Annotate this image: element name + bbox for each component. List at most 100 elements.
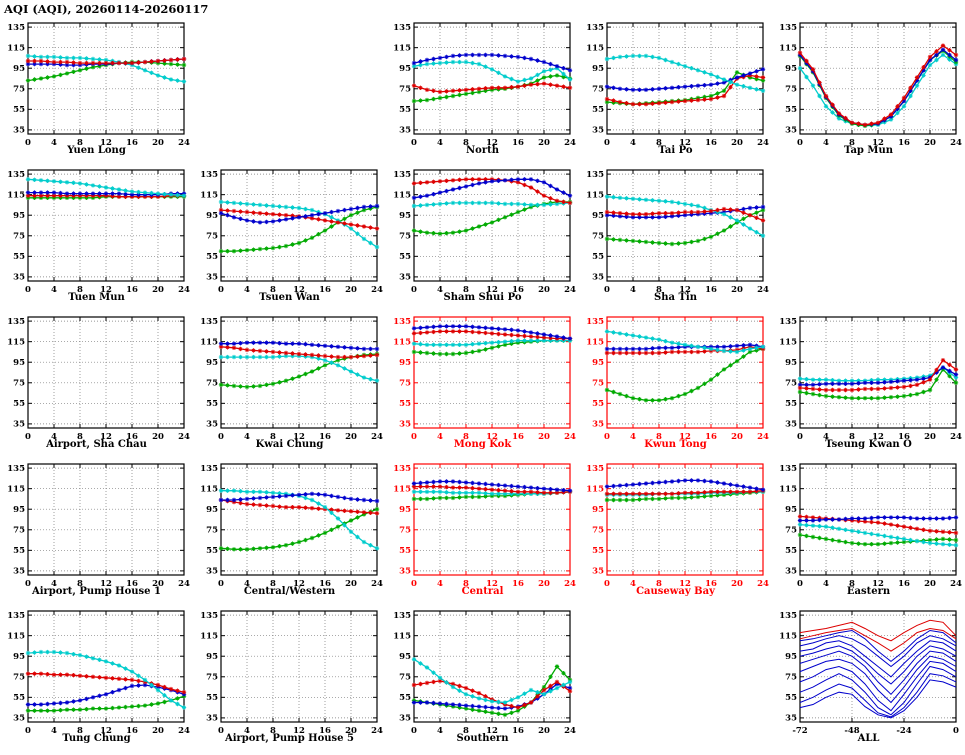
y-tick-label: 75 bbox=[399, 379, 411, 389]
x-tick-label: 16 bbox=[705, 285, 717, 295]
plot-frame bbox=[413, 610, 571, 723]
y-tick-label: 75 bbox=[13, 232, 25, 242]
x-tick-label: 24 bbox=[564, 726, 576, 736]
x-tick-label: 24 bbox=[178, 432, 190, 442]
x-tick-label: 8 bbox=[270, 579, 276, 589]
chart-cell-airport-sha-chau: 35 55 75 95 115 135 0 4 8 12 16 20 24 Airport, Sha Ch… bbox=[0, 312, 193, 459]
x-tick-label: 8 bbox=[270, 285, 276, 295]
y-tick-label: 75 bbox=[206, 526, 218, 536]
series-markers-green bbox=[218, 507, 380, 552]
y-tick-label: 55 bbox=[592, 399, 604, 409]
x-tick-label: 8 bbox=[849, 432, 855, 442]
x-tick-label: 4 bbox=[244, 579, 250, 589]
series-line-red bbox=[799, 627, 957, 652]
y-tick-label: 95 bbox=[13, 358, 25, 368]
series-markers-blue bbox=[797, 515, 959, 523]
plot-frame bbox=[413, 169, 571, 282]
plot-frame bbox=[606, 169, 764, 282]
x-tick-label: 16 bbox=[512, 285, 524, 295]
series-markers-cyan bbox=[604, 329, 766, 355]
chart-cell-tsuen-wan: 35 55 75 95 115 135 0 4 8 12 16 20 24 Tsuen Wan bbox=[193, 165, 386, 312]
x-tick-label: 16 bbox=[512, 138, 524, 148]
chart-cell-tung-chung: 35 55 75 95 115 135 0 4 8 12 16 20 24 Tung Chung bbox=[0, 606, 193, 753]
chart-title-tseung-kwan-o: Tseung Kwan O bbox=[825, 439, 912, 450]
y-tick-label: 75 bbox=[785, 526, 797, 536]
y-tick-label: 135 bbox=[586, 170, 604, 180]
y-tick-label: 135 bbox=[200, 170, 218, 180]
y-tick-label: 115 bbox=[7, 44, 25, 54]
y-tick-label: 75 bbox=[399, 526, 411, 536]
x-tick-label: 0 bbox=[411, 726, 417, 736]
plot-frame bbox=[27, 463, 185, 576]
y-tick-label: 115 bbox=[7, 191, 25, 201]
chart-title-kwun-tong: Kwun Tong bbox=[644, 439, 707, 450]
x-tick-label: 4 bbox=[823, 579, 829, 589]
series-markers-blue bbox=[411, 52, 573, 73]
x-tick-label: 4 bbox=[437, 726, 443, 736]
y-tick-label: 35 bbox=[399, 420, 411, 430]
y-tick-label: 75 bbox=[785, 379, 797, 389]
x-tick-label: 8 bbox=[656, 285, 662, 295]
x-tick-label: 24 bbox=[371, 285, 383, 295]
y-tick-label: 35 bbox=[592, 420, 604, 430]
y-tick-label: 35 bbox=[592, 273, 604, 283]
x-tick-label: 24 bbox=[564, 138, 576, 148]
y-tick-label: 95 bbox=[399, 64, 411, 74]
chart-cell-sha-tin: 35 55 75 95 115 135 0 4 8 12 16 20 24 Sha Tin bbox=[579, 165, 772, 312]
y-tick-label: 95 bbox=[13, 211, 25, 221]
y-tick-label: 75 bbox=[592, 232, 604, 242]
x-tick-label: 24 bbox=[950, 432, 962, 442]
chart-plot-airport-pump-house-5: 35 55 75 95 115 135 0 4 8 12 16 20 24 bbox=[200, 610, 383, 736]
chart-cell-kwai-chung: 35 55 75 95 115 135 0 4 8 12 16 20 24 Kwai Chung bbox=[193, 312, 386, 459]
chart-plot-airport-sha-chau: 35 55 75 95 115 135 0 4 8 12 16 20 24 bbox=[7, 316, 190, 442]
y-tick-label: 35 bbox=[206, 420, 218, 430]
x-tick-label: 20 bbox=[538, 138, 550, 148]
chart-title-airport-pump-house-5: Airport, Pump House 5 bbox=[224, 733, 354, 744]
x-tick-label: 20 bbox=[152, 432, 164, 442]
y-tick-label: 55 bbox=[206, 252, 218, 262]
x-tick-label: 0 bbox=[411, 432, 417, 442]
y-tick-label: 135 bbox=[7, 317, 25, 327]
chart-title-north: North bbox=[466, 145, 499, 156]
chart-title-airport-pump-house-1: Airport, Pump House 1 bbox=[31, 586, 161, 597]
series-markers-blue bbox=[604, 67, 766, 92]
y-tick-label: 115 bbox=[586, 338, 604, 348]
y-tick-label: 95 bbox=[206, 358, 218, 368]
chart-plot-eastern: 35 55 75 95 115 135 0 4 8 12 16 20 24 bbox=[779, 463, 962, 589]
x-tick-label: 24 bbox=[564, 285, 576, 295]
y-tick-label: 55 bbox=[785, 399, 797, 409]
y-tick-label: 75 bbox=[592, 526, 604, 536]
plot-frame bbox=[27, 22, 185, 135]
y-tick-label: 135 bbox=[393, 464, 411, 474]
y-tick-label: 95 bbox=[592, 505, 604, 515]
y-tick-label: 115 bbox=[393, 485, 411, 495]
chart-title-all: ALL bbox=[857, 733, 880, 744]
x-tick-label: 12 bbox=[293, 432, 305, 442]
y-tick-label: 75 bbox=[592, 379, 604, 389]
series-line-blue bbox=[799, 673, 957, 718]
series-markers-cyan bbox=[604, 53, 766, 93]
x-tick-label: 4 bbox=[630, 285, 636, 295]
x-tick-label: 4 bbox=[630, 138, 636, 148]
x-tick-label: 16 bbox=[512, 432, 524, 442]
series-markers-cyan bbox=[25, 649, 187, 710]
chart-cell-tseung-kwan-o: 35 55 75 95 115 135 0 4 8 12 16 20 24 Tseung Kwan O bbox=[772, 312, 965, 459]
x-tick-label: 24 bbox=[371, 432, 383, 442]
x-tick-label: 0 bbox=[604, 579, 610, 589]
x-tick-label: 24 bbox=[178, 138, 190, 148]
x-tick-label: 0 bbox=[25, 432, 31, 442]
x-tick-label: 24 bbox=[178, 726, 190, 736]
x-tick-label: 16 bbox=[898, 432, 910, 442]
y-tick-label: 35 bbox=[13, 714, 25, 724]
chart-cell-eastern: 35 55 75 95 115 135 0 4 8 12 16 20 24 Eastern bbox=[772, 459, 965, 606]
x-tick-label: 0 bbox=[604, 138, 610, 148]
x-tick-label: 20 bbox=[731, 138, 743, 148]
y-tick-label: 115 bbox=[200, 485, 218, 495]
y-tick-label: 135 bbox=[393, 317, 411, 327]
x-tick-label: 12 bbox=[872, 138, 884, 148]
y-tick-label: 35 bbox=[13, 420, 25, 430]
plot-frame bbox=[606, 316, 764, 429]
x-tick-label: 12 bbox=[486, 579, 498, 589]
chart-title-kwai-chung: Kwai Chung bbox=[255, 439, 324, 450]
chart-cell-airport-pump-house-1: 35 55 75 95 115 135 0 4 8 12 16 20 24 Airport, Pump H… bbox=[0, 459, 193, 606]
